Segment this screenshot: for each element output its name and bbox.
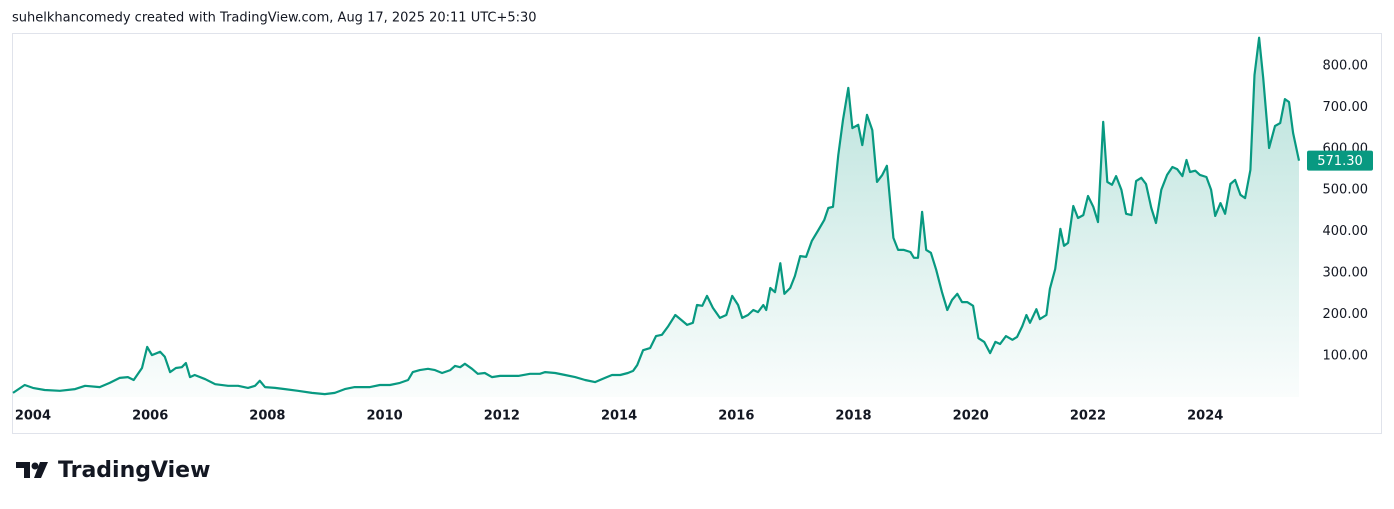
brand-logo — [16, 462, 48, 478]
price-line — [12, 36, 1301, 396]
y-tick-label: 800.00 — [1323, 58, 1369, 73]
x-tick-label: 2004 — [15, 409, 51, 424]
header: suhelkhancomedy created with TradingView… — [12, 11, 537, 26]
x-tick-label: 2014 — [601, 409, 637, 424]
last-price-badge — [1307, 150, 1373, 171]
area-fill — [13, 37, 1299, 397]
last-price-label: 571.30 — [1317, 154, 1363, 169]
x-tick-label: 2020 — [953, 409, 989, 424]
x-tick-label: 2024 — [1187, 409, 1223, 424]
x-tick-label: 2006 — [132, 409, 168, 424]
y-tick-label: 700.00 — [1323, 100, 1369, 115]
y-tick-label: 100.00 — [1323, 348, 1369, 363]
y-tick-label: 200.00 — [1323, 307, 1369, 322]
chart-frame — [12, 33, 1382, 434]
y-tick-label: 300.00 — [1323, 266, 1369, 281]
y-tick-label: 500.00 — [1323, 183, 1369, 198]
x-tick-label: 2022 — [1070, 409, 1106, 424]
x-tick-label: 2018 — [835, 409, 871, 424]
x-tick-label: 2016 — [718, 409, 754, 424]
x-tick-label: 2012 — [484, 409, 520, 424]
x-tick-label: 2008 — [249, 409, 285, 424]
x-tick-label: 2010 — [367, 409, 403, 424]
brand-name: TradingView — [58, 458, 210, 483]
y-tick-label: 400.00 — [1323, 224, 1369, 239]
